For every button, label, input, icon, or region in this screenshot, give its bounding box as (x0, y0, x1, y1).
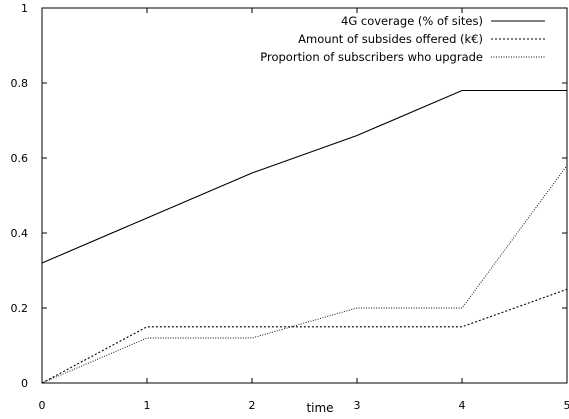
y-tick-label: 0.8 (11, 77, 29, 90)
y-tick-label: 0.2 (11, 302, 29, 315)
x-tick-label: 0 (39, 399, 46, 412)
x-tick-label: 5 (564, 399, 569, 412)
x-axis-label: time (306, 401, 333, 415)
series-line-1 (41, 89, 567, 264)
series-line-3 (41, 165, 568, 384)
y-tick-label: 0 (21, 377, 28, 390)
y-tick-label: 0.6 (11, 152, 29, 165)
legend-entry-label: Amount of subsides offered (k€) (298, 32, 483, 46)
y-tick-label: 1 (21, 2, 28, 15)
x-tick-label: 3 (354, 399, 361, 412)
legend-entry-label: 4G coverage (% of sites) (341, 14, 483, 28)
series-lines (41, 89, 568, 384)
x-tick-label: 1 (144, 399, 151, 412)
legend: 4G coverage (% of sites) Amount of subsid… (260, 14, 545, 64)
y-tick-label: 0.4 (11, 227, 29, 240)
axis-ticks: 0 1 2 3 4 5 0 0.2 0.4 0.6 0.8 1 (11, 2, 569, 412)
x-tick-label: 2 (249, 399, 256, 412)
legend-entry-label: Proportion of subscribers who upgrade (260, 50, 483, 64)
plot-border (41, 7, 568, 384)
x-tick-label: 4 (459, 399, 466, 412)
series-line-2 (41, 288, 568, 384)
plot-frame (41, 7, 568, 384)
